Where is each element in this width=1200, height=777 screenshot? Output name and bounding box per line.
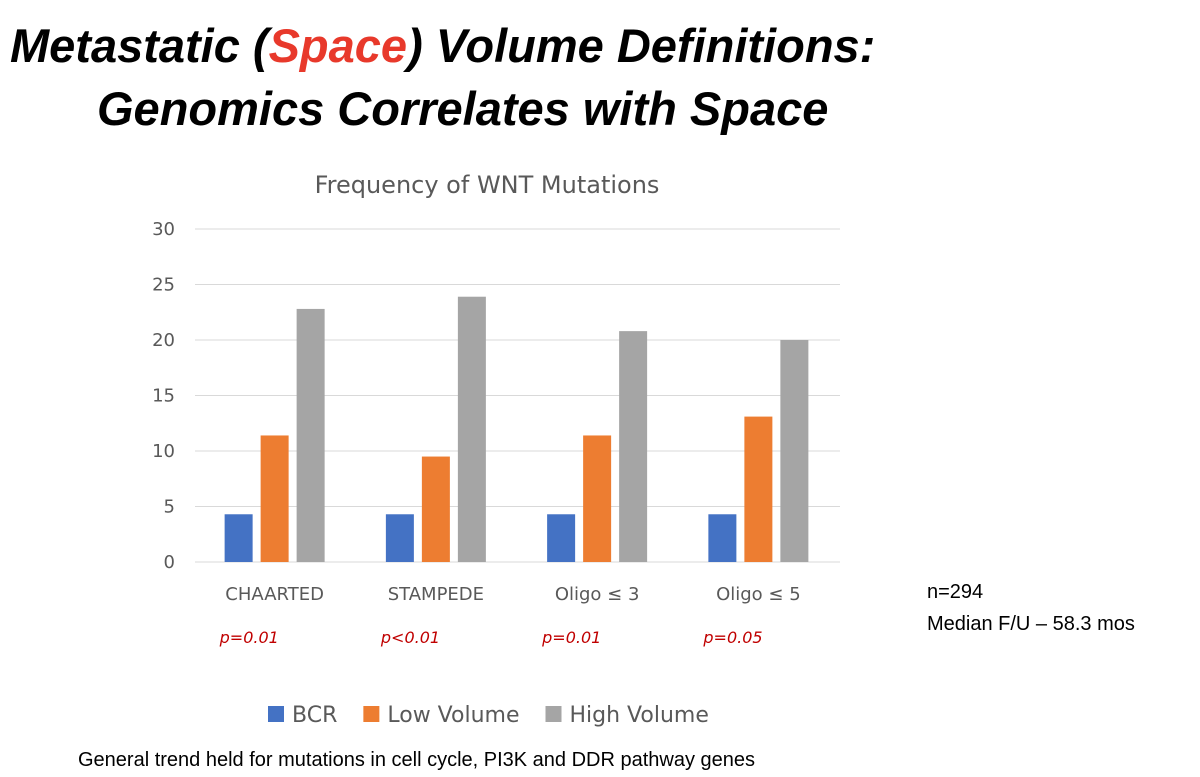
y-tick-label: 30 <box>152 219 175 240</box>
bar <box>744 416 773 562</box>
bar <box>547 514 576 562</box>
y-tick-label: 25 <box>152 275 175 296</box>
bar <box>224 514 253 562</box>
legend-swatch <box>545 706 562 722</box>
annotation: p=0.01 <box>541 628 601 647</box>
y-tick-label: 10 <box>152 441 175 462</box>
bar <box>780 340 809 562</box>
bar <box>260 435 289 562</box>
annotation: p=0.05 <box>702 628 762 647</box>
slide-title-line2: Genomics Correlates with Space <box>97 82 828 135</box>
bar <box>296 308 325 562</box>
bar <box>421 456 450 562</box>
bar <box>457 296 486 562</box>
legend-swatch <box>363 706 380 722</box>
bar <box>708 514 737 562</box>
footnote: General trend held for mutations in cell… <box>78 749 755 771</box>
bar <box>619 331 648 562</box>
slide-title-line1: Metastatic (Space) Volume Definitions: <box>10 19 875 72</box>
title-part: Metastatic ( <box>10 19 274 72</box>
bar <box>385 514 414 562</box>
legend-label: BCR <box>292 703 337 728</box>
y-tick-label: 15 <box>152 386 175 407</box>
note: Median F/U – 58.3 mos <box>927 613 1135 635</box>
x-tick-label: CHAARTED <box>225 584 324 605</box>
bar <box>583 435 612 562</box>
y-tick-label: 20 <box>152 330 175 351</box>
title-part: Space <box>269 19 407 72</box>
x-tick-label: Oligo ≤ 5 <box>716 584 801 605</box>
legend-swatch <box>268 706 284 722</box>
note: n=294 <box>927 581 983 603</box>
annotation: p=0.01 <box>219 628 279 647</box>
chart-title: Frequency of WNT Mutations <box>315 171 660 199</box>
y-tick-label: 5 <box>164 497 175 518</box>
y-tick-label: 0 <box>164 552 175 573</box>
legend-label: High Volume <box>570 703 709 728</box>
x-tick-label: Oligo ≤ 3 <box>555 584 640 605</box>
legend-label: Low Volume <box>387 703 519 728</box>
x-tick-label: STAMPEDE <box>388 584 484 605</box>
title-part: ) Volume Definitions: <box>402 19 875 72</box>
annotation: p<0.01 <box>380 628 440 647</box>
